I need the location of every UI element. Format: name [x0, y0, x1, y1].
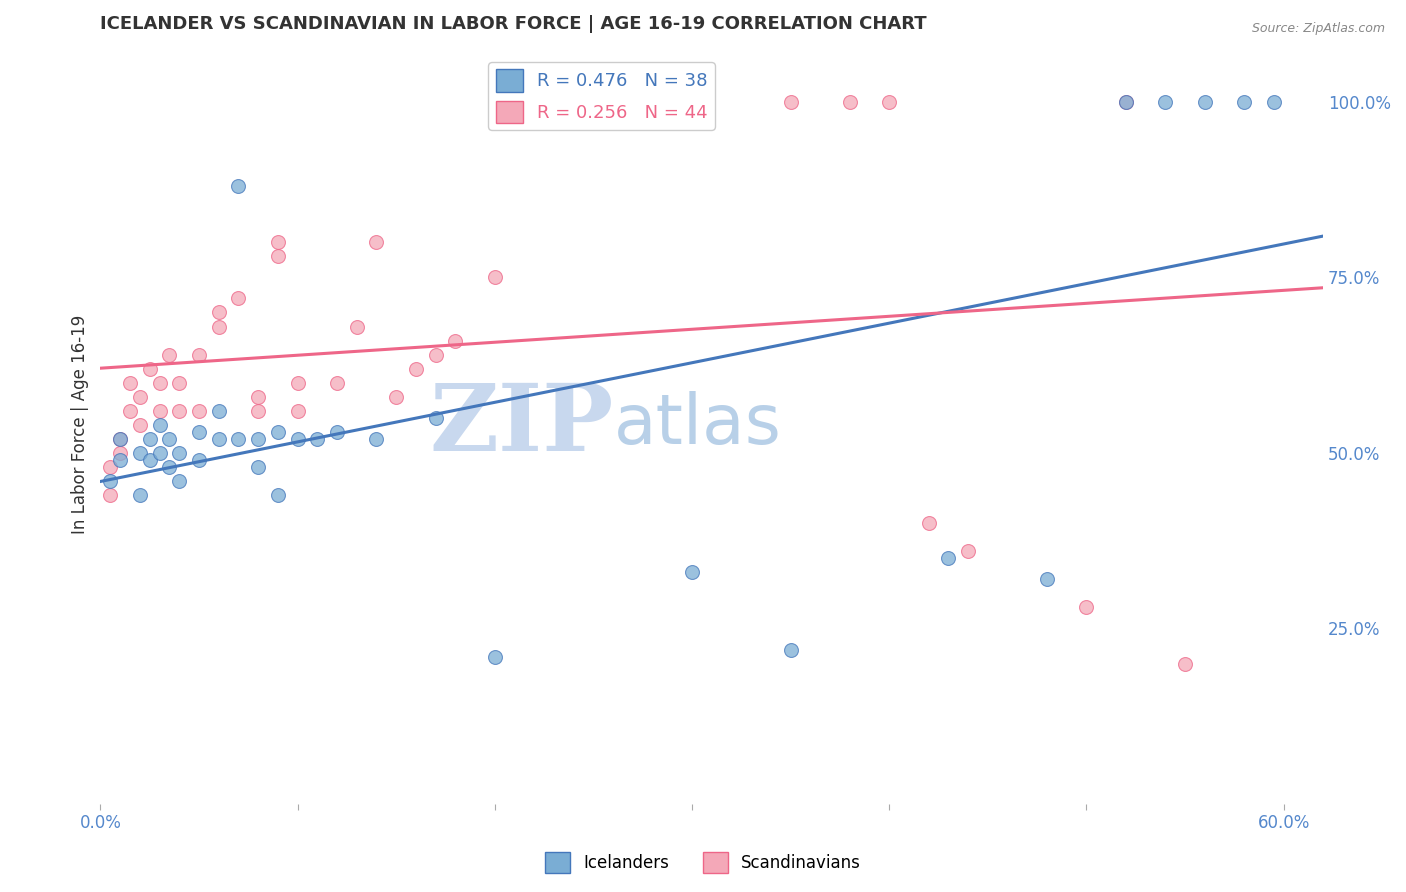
- Y-axis label: In Labor Force | Age 16-19: In Labor Force | Age 16-19: [72, 315, 89, 534]
- Point: [247, 404, 270, 418]
- Point: [228, 292, 250, 306]
- Point: [346, 319, 368, 334]
- Point: [167, 376, 190, 390]
- Point: [208, 404, 231, 418]
- Point: [98, 459, 121, 474]
- Point: [208, 305, 231, 319]
- Point: [148, 404, 170, 418]
- Point: [1154, 95, 1177, 109]
- Point: [208, 319, 231, 334]
- Point: [148, 417, 170, 432]
- Point: [108, 432, 131, 446]
- Text: atlas: atlas: [614, 392, 782, 458]
- Point: [148, 446, 170, 460]
- Point: [208, 432, 231, 446]
- Point: [188, 348, 211, 362]
- Text: Source: ZipAtlas.com: Source: ZipAtlas.com: [1251, 22, 1385, 36]
- Point: [287, 404, 309, 418]
- Point: [838, 95, 860, 109]
- Point: [118, 404, 141, 418]
- Point: [128, 417, 150, 432]
- Point: [877, 95, 900, 109]
- Point: [157, 459, 180, 474]
- Point: [228, 179, 250, 194]
- Point: [157, 432, 180, 446]
- Point: [1263, 95, 1285, 109]
- Point: [138, 361, 160, 376]
- Point: [167, 474, 190, 488]
- Point: [108, 453, 131, 467]
- Point: [138, 453, 160, 467]
- Point: [247, 459, 270, 474]
- Point: [267, 235, 290, 250]
- Point: [108, 432, 131, 446]
- Point: [385, 390, 408, 404]
- Point: [779, 642, 801, 657]
- Point: [148, 376, 170, 390]
- Point: [1233, 95, 1256, 109]
- Point: [247, 432, 270, 446]
- Legend: Icelanders, Scandinavians: Icelanders, Scandinavians: [538, 846, 868, 880]
- Point: [188, 453, 211, 467]
- Point: [98, 488, 121, 502]
- Point: [425, 410, 447, 425]
- Point: [523, 95, 546, 109]
- Point: [425, 348, 447, 362]
- Point: [228, 432, 250, 446]
- Point: [444, 334, 467, 348]
- Point: [287, 432, 309, 446]
- Point: [128, 488, 150, 502]
- Point: [167, 404, 190, 418]
- Point: [326, 425, 349, 439]
- Point: [98, 474, 121, 488]
- Point: [1036, 572, 1059, 586]
- Point: [287, 376, 309, 390]
- Point: [326, 376, 349, 390]
- Point: [957, 544, 980, 558]
- Point: [918, 516, 941, 530]
- Point: [188, 425, 211, 439]
- Point: [307, 432, 329, 446]
- Point: [602, 95, 624, 109]
- Point: [1115, 95, 1137, 109]
- Point: [267, 425, 290, 439]
- Point: [167, 446, 190, 460]
- Text: ICELANDER VS SCANDINAVIAN IN LABOR FORCE | AGE 16-19 CORRELATION CHART: ICELANDER VS SCANDINAVIAN IN LABOR FORCE…: [100, 15, 927, 33]
- Point: [247, 390, 270, 404]
- Point: [1174, 657, 1197, 671]
- Point: [128, 390, 150, 404]
- Text: ZIP: ZIP: [430, 380, 614, 470]
- Point: [267, 249, 290, 263]
- Point: [484, 270, 506, 285]
- Point: [1115, 95, 1137, 109]
- Point: [128, 446, 150, 460]
- Point: [118, 376, 141, 390]
- Point: [366, 235, 388, 250]
- Point: [681, 566, 703, 580]
- Legend: R = 0.476   N = 38, R = 0.256   N = 44: R = 0.476 N = 38, R = 0.256 N = 44: [488, 62, 716, 130]
- Point: [681, 95, 703, 109]
- Point: [108, 446, 131, 460]
- Point: [366, 432, 388, 446]
- Point: [484, 649, 506, 664]
- Point: [138, 432, 160, 446]
- Point: [1076, 600, 1098, 615]
- Point: [188, 404, 211, 418]
- Point: [267, 488, 290, 502]
- Point: [938, 551, 960, 566]
- Point: [405, 361, 427, 376]
- Point: [779, 95, 801, 109]
- Point: [1194, 95, 1216, 109]
- Point: [157, 348, 180, 362]
